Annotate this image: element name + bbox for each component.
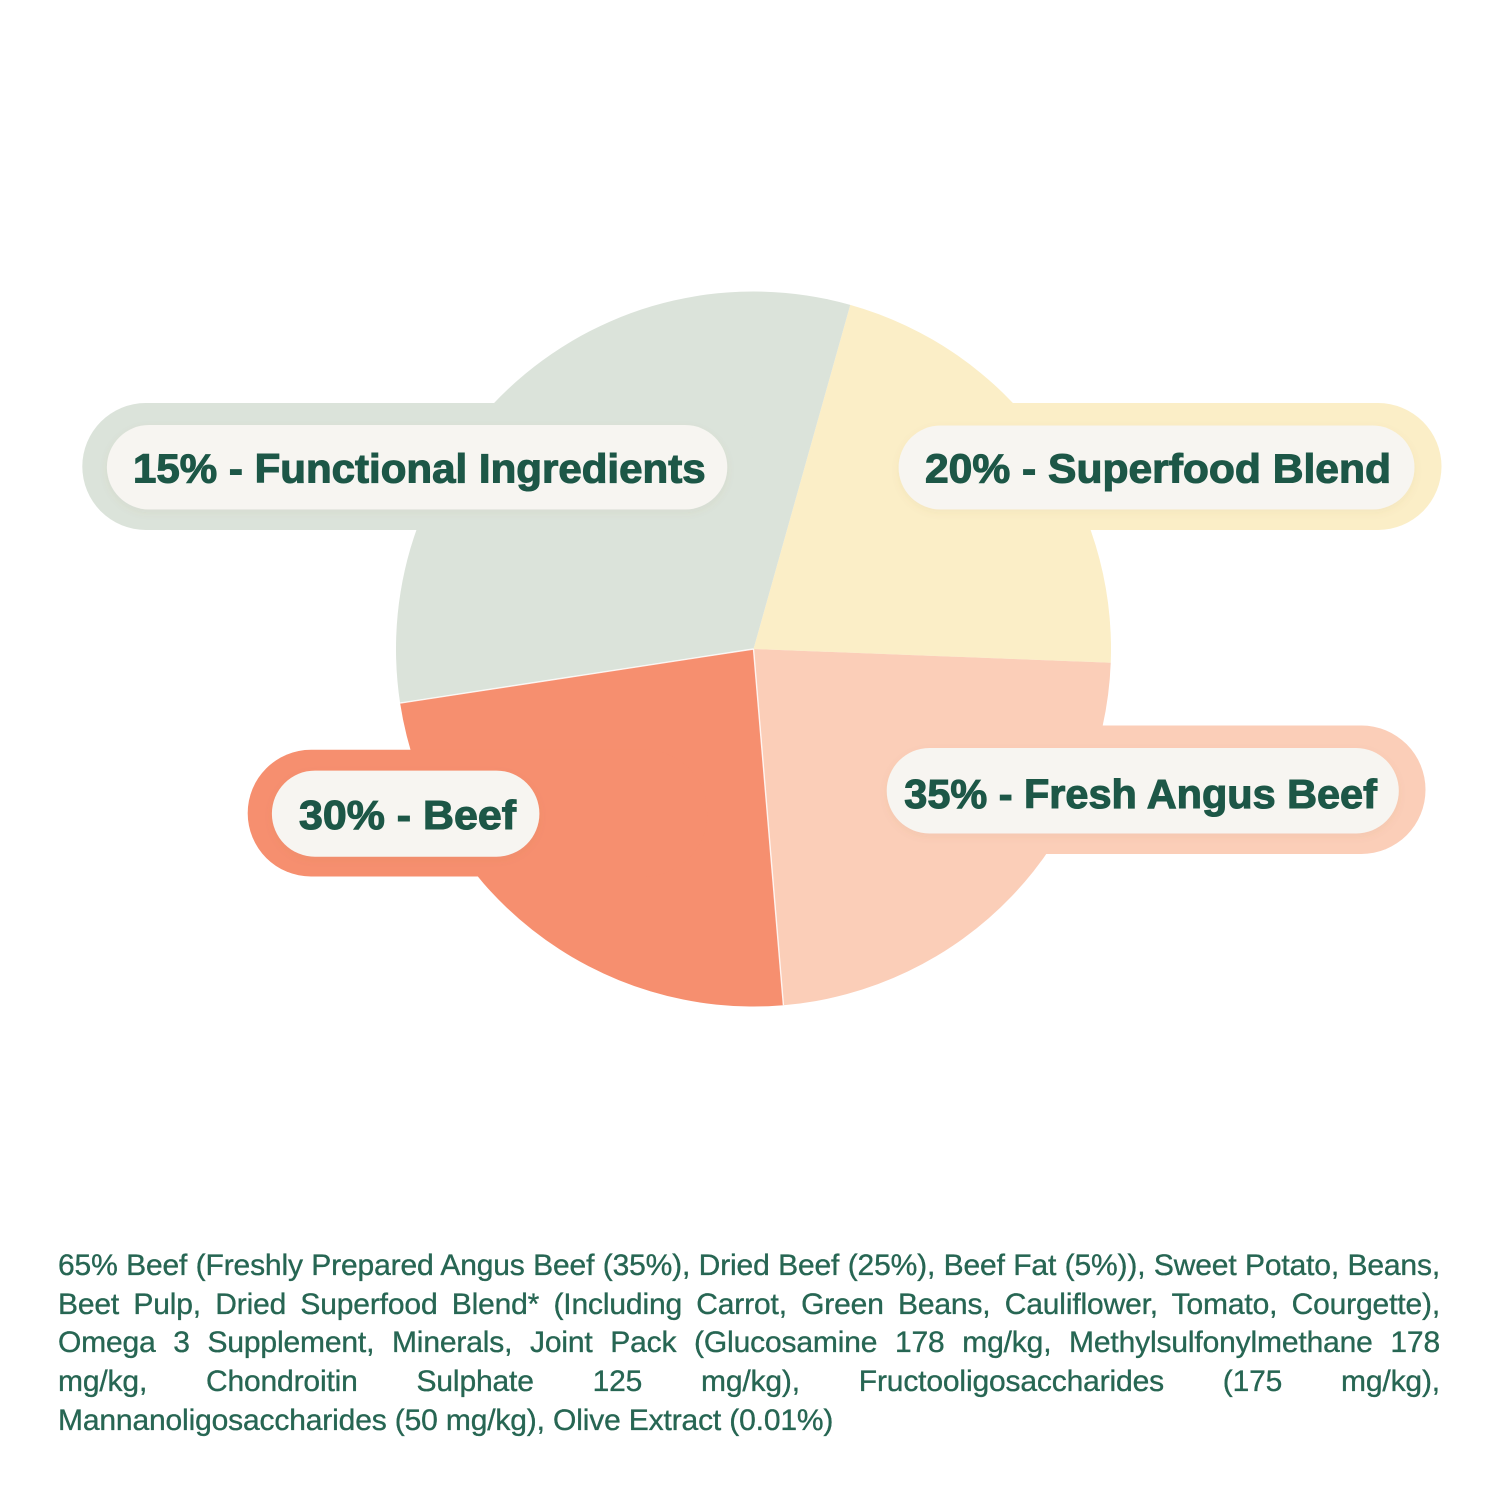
svg-text:20% - Superfood Blend: 20% - Superfood Blend [925, 446, 1391, 492]
svg-text:35% - Fresh Angus Beef: 35% - Fresh Angus Beef [904, 771, 1377, 817]
svg-text:30% - Beef: 30% - Beef [299, 792, 516, 838]
svg-text:15% - Functional Ingredients: 15% - Functional Ingredients [133, 446, 706, 492]
